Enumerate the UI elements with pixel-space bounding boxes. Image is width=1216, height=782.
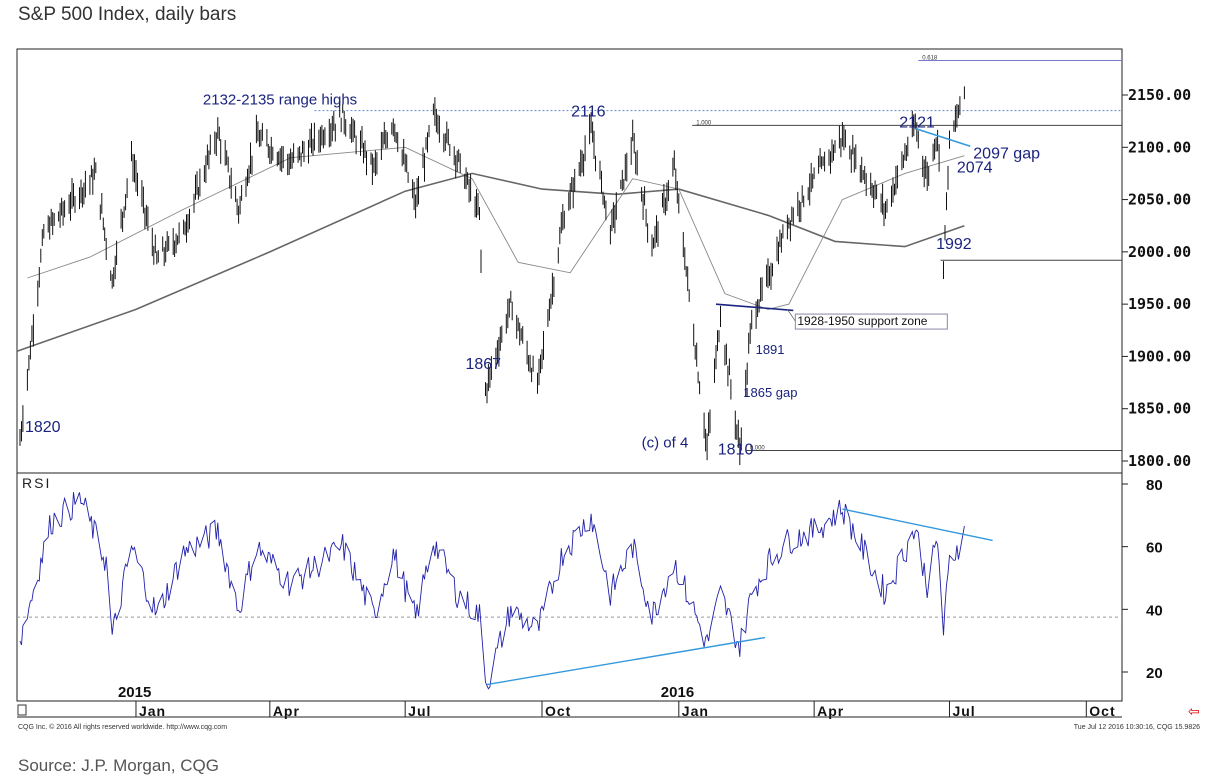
chart-title: S&P 500 Index, daily bars [18,4,237,25]
x-tick-label: Jul [952,703,975,719]
range-highs-label: 2132-2135 range highs [203,92,357,109]
level-label: 1.000 [696,120,712,126]
level-2074-label: 2074 [957,159,993,176]
x-tick-label: Oct [545,703,571,719]
x-tick-label: Oct [1089,703,1115,719]
high-2121-label: 2121 [899,114,935,131]
scroll-right-arrow-icon[interactable]: ⇦ [1188,703,1200,719]
price-tick-label: 1900.00 [1128,347,1191,365]
rsi-panel-frame [16,472,1123,702]
x-tick-label: Jan [682,703,709,719]
x-year-label: 2016 [661,684,694,701]
high-2116-label: 2116 [571,104,606,121]
low-1992-label: 1992 [936,236,972,253]
price-tick-label: 2000.00 [1128,243,1191,261]
price-panel-frame [16,48,1123,474]
price-tick-label: 1950.00 [1128,295,1191,313]
rsi-panel-label: RSI [22,475,51,491]
level-1891-label: 1891 [756,342,785,357]
level-label: 0.618 [922,55,938,61]
ma-long-line [16,172,965,352]
scroll-left-button[interactable] [17,704,27,716]
low-1820-label: 1820 [25,419,61,436]
ma-short-line [27,146,965,310]
rsi-tick-label: 20 [1146,665,1163,682]
price-trendline [915,127,971,148]
price-tick-label: 1850.00 [1128,400,1191,418]
x-tick-label: Apr [817,703,844,719]
source-note: Source: J.P. Morgan, CQG [18,756,219,775]
low-1810-label: 1810 [718,442,754,459]
level-label: 0.000 [750,446,766,452]
low-1867-label: 1867 [465,356,501,373]
price-tick-label: 1800.00 [1128,452,1191,470]
wave-c-of-4-label: (c) of 4 [642,434,689,451]
x-tick-label: Jul [408,703,431,719]
rsi-trendline [842,508,993,542]
rsi-tick-label: 40 [1146,602,1163,619]
rsi-tick-label: 60 [1146,540,1163,557]
gap-1865-label: 1865 gap [743,385,797,400]
support-zone-box [794,313,948,330]
x-year-label: 2015 [118,684,151,701]
rsi-line [19,492,965,690]
support-zone-label: 1928-1950 support zone [797,314,927,328]
price-tick-label: 2150.00 [1128,86,1191,104]
support-zone-leader [787,309,796,322]
x-tick-label: Apr [273,703,300,719]
price-trendline [715,303,794,312]
price-tick-label: 2100.00 [1128,138,1191,156]
gap-2097-label: 2097 gap [973,145,1040,162]
rsi-trendline [486,636,766,686]
rsi-tick-label: 80 [1146,477,1163,494]
copyright-note: CQG Inc. © 2016 All rights reserved worl… [18,723,227,731]
timestamp-note: Tue Jul 12 2016 10:30:16, CQG 15.9826 [1074,724,1200,731]
x-tick-label: Jan [139,703,166,719]
price-tick-label: 2050.00 [1128,191,1191,209]
